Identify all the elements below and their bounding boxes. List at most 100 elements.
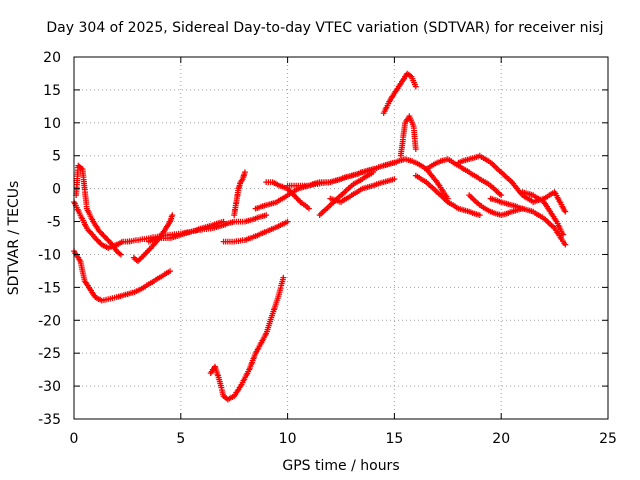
- data-point: +: [487, 192, 494, 205]
- data-point: +: [160, 232, 167, 245]
- data-point: +: [473, 150, 480, 163]
- data-point: +: [490, 159, 497, 172]
- data-point: +: [233, 386, 240, 399]
- data-point: +: [109, 292, 116, 305]
- data-point: +: [509, 199, 516, 212]
- data-point: +: [73, 184, 80, 197]
- data-point: +: [500, 196, 507, 209]
- data-point: +: [236, 381, 243, 394]
- data-point: +: [163, 267, 170, 280]
- data-point: +: [199, 223, 206, 236]
- data-point: +: [81, 216, 88, 229]
- data-point: +: [556, 221, 563, 234]
- data-point: +: [163, 232, 170, 245]
- data-point: +: [161, 223, 168, 236]
- data-point: +: [99, 228, 106, 241]
- data-point: +: [420, 160, 427, 173]
- data-point: +: [74, 176, 81, 189]
- data-point: +: [222, 391, 229, 404]
- data-point: +: [286, 183, 293, 196]
- data-point: +: [398, 147, 405, 160]
- data-point: +: [459, 161, 466, 174]
- data-point: +: [245, 214, 252, 227]
- data-point: +: [81, 181, 88, 194]
- data-point: +: [231, 215, 238, 228]
- data-point: +: [426, 166, 433, 179]
- data-point: +: [405, 68, 412, 81]
- data-point: +: [401, 120, 408, 133]
- data-point: +: [311, 177, 318, 190]
- data-point: +: [410, 120, 417, 133]
- data-point: +: [484, 203, 491, 216]
- data-point: +: [487, 205, 494, 218]
- data-point: +: [510, 205, 517, 218]
- data-point: +: [132, 252, 139, 265]
- data-point: +: [197, 222, 204, 235]
- data-point: +: [507, 198, 514, 211]
- data-point: +: [89, 286, 96, 299]
- data-point: +: [453, 158, 460, 171]
- data-point: +: [464, 153, 471, 166]
- data-point: +: [316, 176, 323, 189]
- data-point: +: [98, 226, 105, 239]
- y-tick-label: -25: [38, 346, 61, 362]
- data-point: +: [274, 195, 281, 208]
- data-point: +: [147, 276, 154, 289]
- data-point: +: [514, 182, 521, 195]
- data-point: +: [80, 169, 87, 182]
- data-point: +: [318, 176, 325, 189]
- data-point: +: [406, 110, 413, 123]
- data-point: +: [80, 266, 87, 279]
- series-arc-19: ++++++++++++++++++++++++++++++++++++++++…: [423, 153, 505, 202]
- data-point: +: [143, 232, 150, 245]
- data-point: +: [276, 285, 283, 298]
- data-point: +: [269, 176, 276, 189]
- data-point: +: [557, 231, 564, 244]
- data-point: +: [440, 191, 447, 204]
- data-point: +: [343, 171, 350, 184]
- data-point: +: [249, 213, 256, 226]
- data-point: +: [304, 179, 311, 192]
- data-point: +: [112, 243, 119, 256]
- data-point: +: [388, 157, 395, 170]
- data-point: +: [551, 222, 558, 235]
- data-point: +: [220, 235, 227, 248]
- data-point: +: [388, 92, 395, 105]
- data-point: +: [339, 194, 346, 207]
- data-point: +: [158, 229, 165, 242]
- data-point: +: [526, 193, 533, 206]
- data-point: +: [75, 251, 82, 264]
- data-point: +: [301, 179, 308, 192]
- data-point: +: [505, 197, 512, 210]
- data-point: +: [450, 199, 457, 212]
- data-point: +: [496, 164, 503, 177]
- series-arc-18: +++++++++++++++++++++++++++++++++++++++: [412, 169, 483, 221]
- data-point: +: [181, 227, 188, 240]
- data-point: +: [231, 235, 238, 248]
- data-point: +: [74, 172, 81, 185]
- data-point: +: [80, 171, 87, 184]
- data-point: +: [334, 173, 341, 186]
- data-point: +: [246, 363, 253, 376]
- data-point: +: [333, 193, 340, 206]
- axis-ticks: 0 5 10 15 20 25 -35 -30 -25 -20 -15 -10 -5 0 5 10 15 20: [38, 50, 617, 447]
- data-point: +: [377, 160, 384, 173]
- data-point: +: [307, 178, 314, 191]
- data-point: +: [526, 204, 533, 217]
- data-point: +: [368, 179, 375, 192]
- data-point: +: [289, 187, 296, 200]
- data-point: +: [321, 176, 328, 189]
- data-point: +: [324, 201, 331, 214]
- data-point: +: [539, 194, 546, 207]
- data-point: +: [220, 215, 227, 228]
- data-point: +: [302, 199, 309, 212]
- data-point: +: [332, 194, 339, 207]
- data-point: +: [464, 165, 471, 178]
- data-point: +: [76, 253, 83, 266]
- data-point: +: [409, 72, 416, 85]
- data-point: +: [431, 183, 438, 196]
- data-point: +: [405, 154, 412, 167]
- data-point: +: [391, 172, 398, 185]
- data-point: +: [436, 179, 443, 192]
